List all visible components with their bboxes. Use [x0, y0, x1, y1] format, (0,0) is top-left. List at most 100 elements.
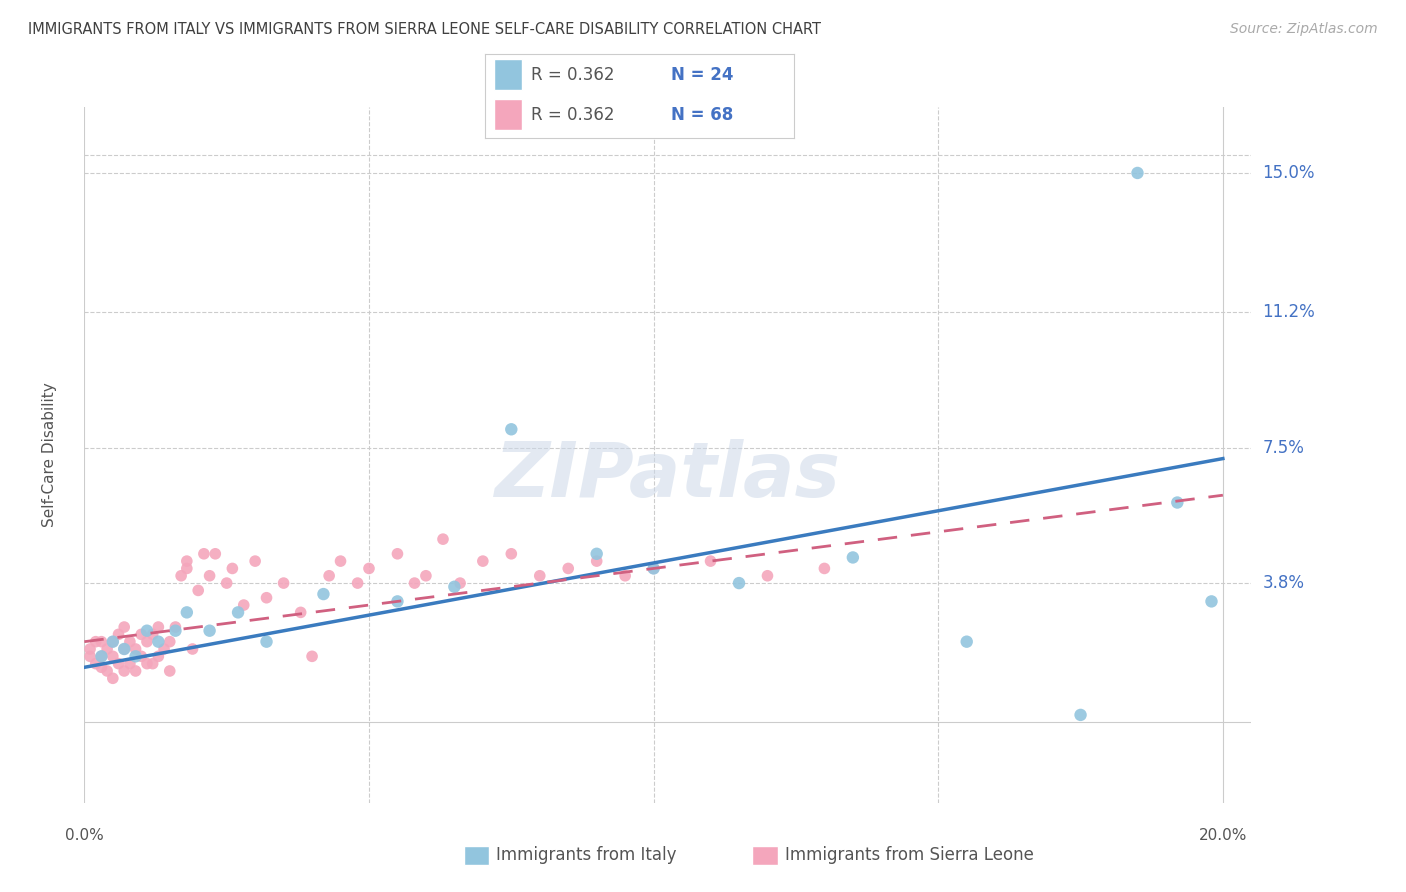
Point	[813, 561, 835, 575]
Text: IMMIGRANTS FROM ITALY VS IMMIGRANTS FROM SIERRA LEONE SELF-CARE DISABILITY CORRE: IMMIGRANTS FROM ITALY VS IMMIGRANTS FROM…	[28, 22, 821, 37]
Point	[643, 561, 665, 575]
Point	[243, 554, 266, 568]
Point	[142, 627, 165, 641]
Point	[273, 576, 295, 591]
Point	[529, 568, 551, 582]
Point	[501, 422, 523, 436]
Text: Source: ZipAtlas.com: Source: ZipAtlas.com	[1230, 22, 1378, 37]
Point	[204, 547, 226, 561]
Text: 15.0%: 15.0%	[1263, 164, 1315, 182]
Point	[312, 587, 335, 601]
Point	[643, 561, 665, 575]
Point	[101, 671, 124, 685]
Point	[432, 532, 454, 546]
Text: 20.0%: 20.0%	[1199, 828, 1247, 843]
Point	[318, 568, 340, 582]
Text: N = 24: N = 24	[671, 66, 733, 84]
Text: 3.8%: 3.8%	[1263, 574, 1305, 592]
Point	[1166, 495, 1188, 509]
Text: 11.2%: 11.2%	[1263, 303, 1315, 321]
Point	[96, 664, 118, 678]
Bar	[495, 99, 522, 130]
Point	[699, 554, 721, 568]
Point	[90, 634, 112, 648]
Text: R = 0.362: R = 0.362	[531, 105, 614, 123]
Point	[79, 642, 101, 657]
Point	[181, 642, 204, 657]
Point	[301, 649, 323, 664]
Text: R = 0.362: R = 0.362	[531, 66, 614, 84]
Point	[124, 664, 146, 678]
Text: ZIPatlas: ZIPatlas	[495, 439, 841, 513]
Point	[756, 568, 779, 582]
Point	[176, 606, 198, 620]
Point	[176, 561, 198, 575]
Point	[1201, 594, 1223, 608]
Point	[90, 660, 112, 674]
Point	[357, 561, 380, 575]
Point	[585, 554, 607, 568]
Point	[443, 580, 465, 594]
Point	[198, 568, 221, 582]
Point	[387, 547, 409, 561]
Point	[136, 634, 159, 648]
Point	[112, 664, 135, 678]
Point	[90, 649, 112, 664]
Point	[449, 576, 471, 591]
Point	[118, 634, 141, 648]
Point	[118, 657, 141, 671]
Text: Immigrants from Sierra Leone: Immigrants from Sierra Leone	[785, 847, 1033, 864]
Point	[256, 591, 278, 605]
Point	[387, 594, 409, 608]
Point	[728, 576, 751, 591]
Point	[329, 554, 352, 568]
Point	[215, 576, 238, 591]
Point	[90, 649, 112, 664]
Point	[256, 634, 278, 648]
Point	[956, 634, 979, 648]
Point	[221, 561, 243, 575]
Point	[148, 649, 170, 664]
Text: N = 68: N = 68	[671, 105, 733, 123]
Point	[112, 642, 135, 657]
Point	[96, 642, 118, 657]
Point	[101, 634, 124, 648]
Point	[193, 547, 215, 561]
Point	[614, 568, 637, 582]
Point	[153, 642, 176, 657]
Point	[415, 568, 437, 582]
Point	[107, 657, 129, 671]
Point	[112, 642, 135, 657]
Point	[290, 606, 312, 620]
Point	[148, 634, 170, 648]
Point	[501, 547, 523, 561]
Point	[112, 620, 135, 634]
Point	[232, 598, 254, 612]
Point	[226, 606, 249, 620]
Point	[165, 620, 187, 634]
Point	[159, 634, 181, 648]
Point	[1070, 707, 1092, 722]
Point	[170, 568, 193, 582]
Text: 7.5%: 7.5%	[1263, 439, 1305, 457]
Point	[136, 657, 159, 671]
Point	[101, 634, 124, 648]
Point	[585, 547, 607, 561]
Point	[471, 554, 494, 568]
Point	[136, 624, 159, 638]
Point	[79, 649, 101, 664]
Point	[129, 649, 152, 664]
Bar	[495, 60, 522, 90]
Point	[129, 627, 152, 641]
Point	[84, 634, 107, 648]
Point	[101, 649, 124, 664]
Point	[187, 583, 209, 598]
Point	[124, 649, 146, 664]
Point	[557, 561, 579, 575]
Point	[159, 664, 181, 678]
Point	[84, 657, 107, 671]
Text: Self-Care Disability: Self-Care Disability	[42, 383, 56, 527]
Point	[1126, 166, 1149, 180]
Point	[124, 642, 146, 657]
Point	[148, 620, 170, 634]
